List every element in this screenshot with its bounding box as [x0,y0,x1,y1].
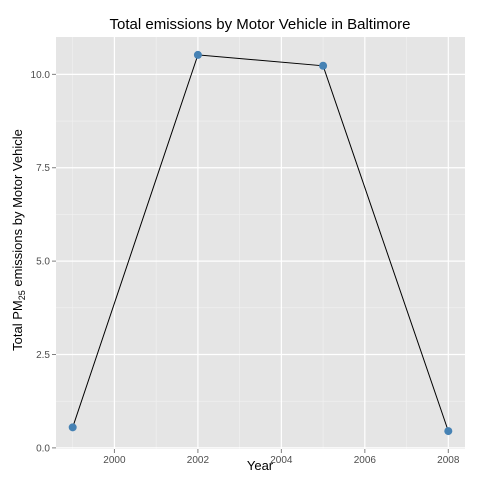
y-axis-title-prefix: Total PM [10,300,25,351]
y-tick-label: 0.0 [36,443,50,454]
x-axis-title: Year [247,458,274,473]
chart-title: Total emissions by Motor Vehicle in Balt… [110,16,411,33]
y-axis-title: Total PM25 emissions by Motor Vehicle [10,129,27,351]
x-tick-label: 2002 [187,455,210,466]
y-axis-title-suffix: emissions by Motor Vehicle [10,129,25,290]
data-point [444,427,453,436]
series-line [72,54,449,432]
y-axis-title-subscript: 25 [17,290,27,300]
y-tick-label: 7.5 [36,163,50,174]
x-tick-label: 2008 [437,455,460,466]
data-point [193,50,202,59]
plot-panel [56,37,465,449]
panel-background [56,37,465,449]
x-tick-label: 2006 [354,455,377,466]
y-tick-label: 2.5 [36,350,50,361]
data-point [68,423,77,432]
x-tick-label: 2000 [103,455,126,466]
y-tick-label: 10.0 [31,70,51,81]
y-tick-label: 5.0 [36,257,50,268]
data-point [319,61,328,70]
x-tick-label: 2004 [270,455,293,466]
x-axis: 2000 2002 2004 2006 2008 [103,449,460,466]
y-axis: 0.0 2.5 5.0 7.5 10.0 [31,70,56,454]
